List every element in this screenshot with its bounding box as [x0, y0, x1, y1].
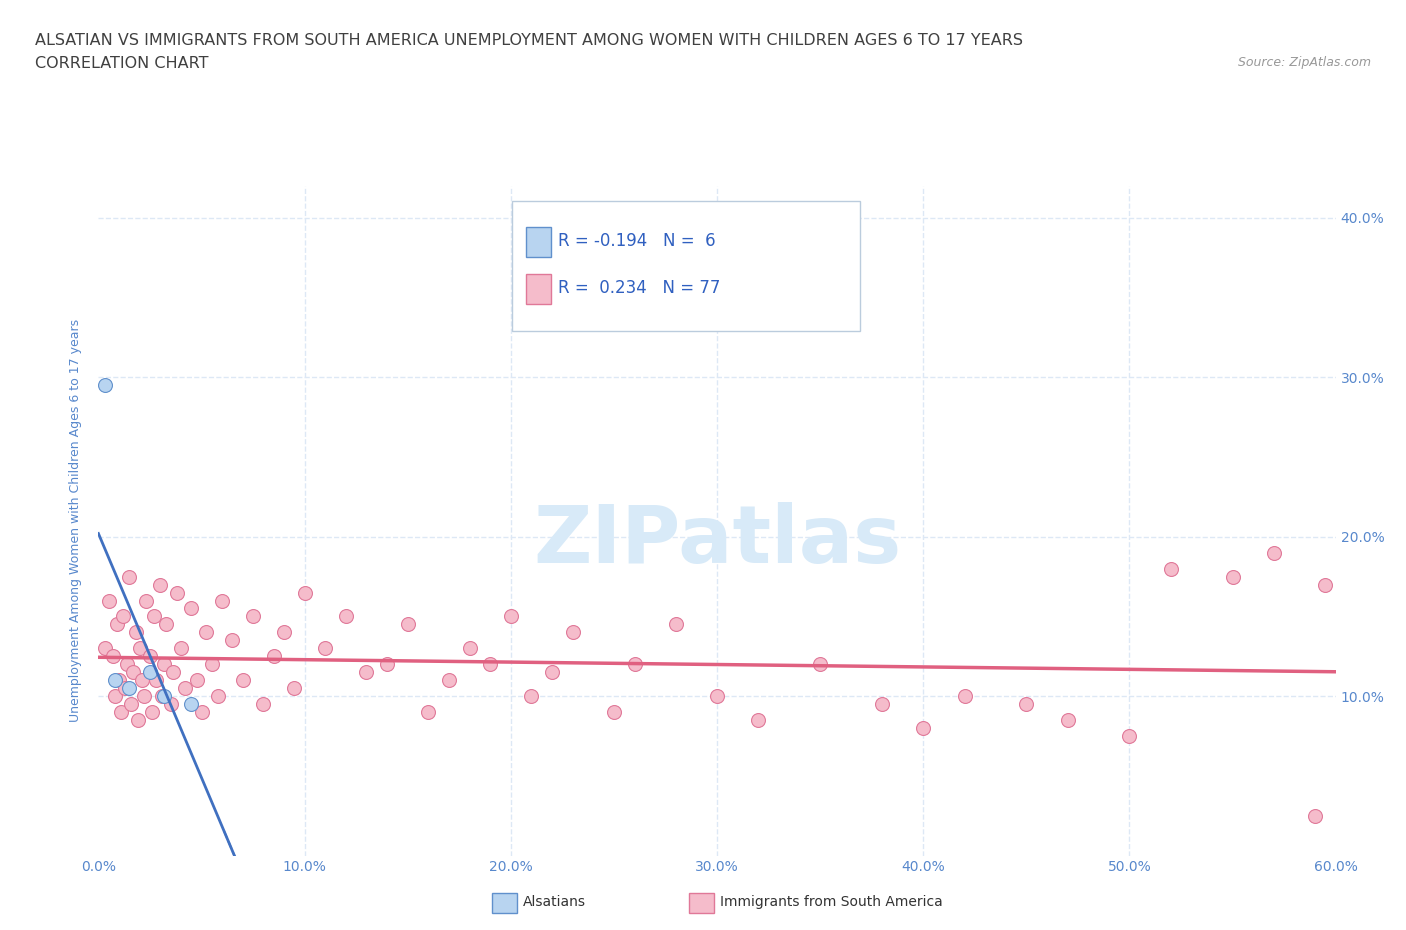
Point [101, 649, 124, 664]
Text: R = -0.194   N =  6: R = -0.194 N = 6 [558, 232, 716, 250]
Point [132, 689, 155, 704]
Point [104, 672, 127, 687]
Point [139, 649, 162, 664]
Point [1222, 569, 1244, 584]
Text: R =  0.234   N = 77: R = 0.234 N = 77 [558, 279, 721, 297]
Point [747, 712, 769, 727]
Point [105, 617, 128, 631]
Point [232, 672, 254, 687]
Point [166, 585, 188, 600]
Point [159, 697, 181, 711]
Point [139, 665, 162, 680]
Point [520, 689, 543, 704]
Point [118, 569, 141, 584]
Text: ZIPatlas: ZIPatlas [533, 502, 901, 580]
Point [162, 665, 184, 680]
Point [104, 689, 127, 704]
Point [263, 649, 285, 664]
Point [479, 657, 502, 671]
Point [190, 705, 212, 720]
Point [155, 617, 177, 631]
Point [623, 657, 645, 671]
Point [174, 681, 197, 696]
Point [112, 609, 135, 624]
Point [335, 609, 357, 624]
Point [141, 705, 163, 720]
Point [221, 633, 243, 648]
Point [207, 689, 229, 704]
Y-axis label: Unemployment Among Women with Children Ages 6 to 17 years: Unemployment Among Women with Children A… [69, 319, 83, 723]
Point [953, 689, 976, 704]
Point [110, 705, 132, 720]
Point [180, 697, 202, 711]
Point [870, 697, 893, 711]
Point [1160, 561, 1182, 576]
Point [122, 665, 145, 680]
Point [706, 689, 728, 704]
Point [211, 593, 233, 608]
Point [117, 657, 139, 671]
Point [127, 712, 149, 727]
Point [418, 705, 440, 720]
Point [145, 672, 167, 687]
Point [273, 625, 295, 640]
Point [135, 593, 157, 608]
Text: Alsatians: Alsatians [523, 895, 586, 910]
Point [396, 617, 419, 631]
Point [458, 641, 481, 656]
Point [153, 689, 176, 704]
Point [1315, 578, 1337, 592]
Point [180, 601, 202, 616]
Text: Source: ZipAtlas.com: Source: ZipAtlas.com [1237, 56, 1371, 69]
Text: Immigrants from South America: Immigrants from South America [720, 895, 942, 910]
Point [149, 578, 172, 592]
Point [242, 609, 264, 624]
Text: CORRELATION CHART: CORRELATION CHART [35, 56, 208, 71]
Point [665, 617, 688, 631]
Point [1263, 545, 1285, 560]
Point [170, 641, 193, 656]
Point [186, 672, 208, 687]
Point [201, 657, 224, 671]
Point [437, 672, 460, 687]
Point [912, 721, 935, 736]
Point [150, 689, 173, 704]
Point [194, 625, 217, 640]
Point [1303, 808, 1326, 823]
Point [108, 672, 131, 687]
Point [128, 641, 150, 656]
Point [1118, 728, 1140, 743]
Point [114, 681, 136, 696]
Point [603, 705, 626, 720]
Point [375, 657, 398, 671]
Point [561, 625, 583, 640]
Point [131, 672, 153, 687]
Point [120, 697, 142, 711]
Point [143, 609, 166, 624]
Point [93, 378, 115, 392]
Point [124, 625, 146, 640]
Point [252, 697, 274, 711]
Point [118, 681, 141, 696]
Point [314, 641, 336, 656]
Point [153, 657, 176, 671]
Point [93, 641, 115, 656]
Point [283, 681, 305, 696]
Point [1015, 697, 1038, 711]
Point [294, 585, 316, 600]
Point [808, 657, 831, 671]
Point [541, 665, 564, 680]
Point [499, 609, 522, 624]
Text: ALSATIAN VS IMMIGRANTS FROM SOUTH AMERICA UNEMPLOYMENT AMONG WOMEN WITH CHILDREN: ALSATIAN VS IMMIGRANTS FROM SOUTH AMERIC… [35, 33, 1024, 47]
Point [97, 593, 120, 608]
Point [356, 665, 378, 680]
Point [1056, 712, 1078, 727]
